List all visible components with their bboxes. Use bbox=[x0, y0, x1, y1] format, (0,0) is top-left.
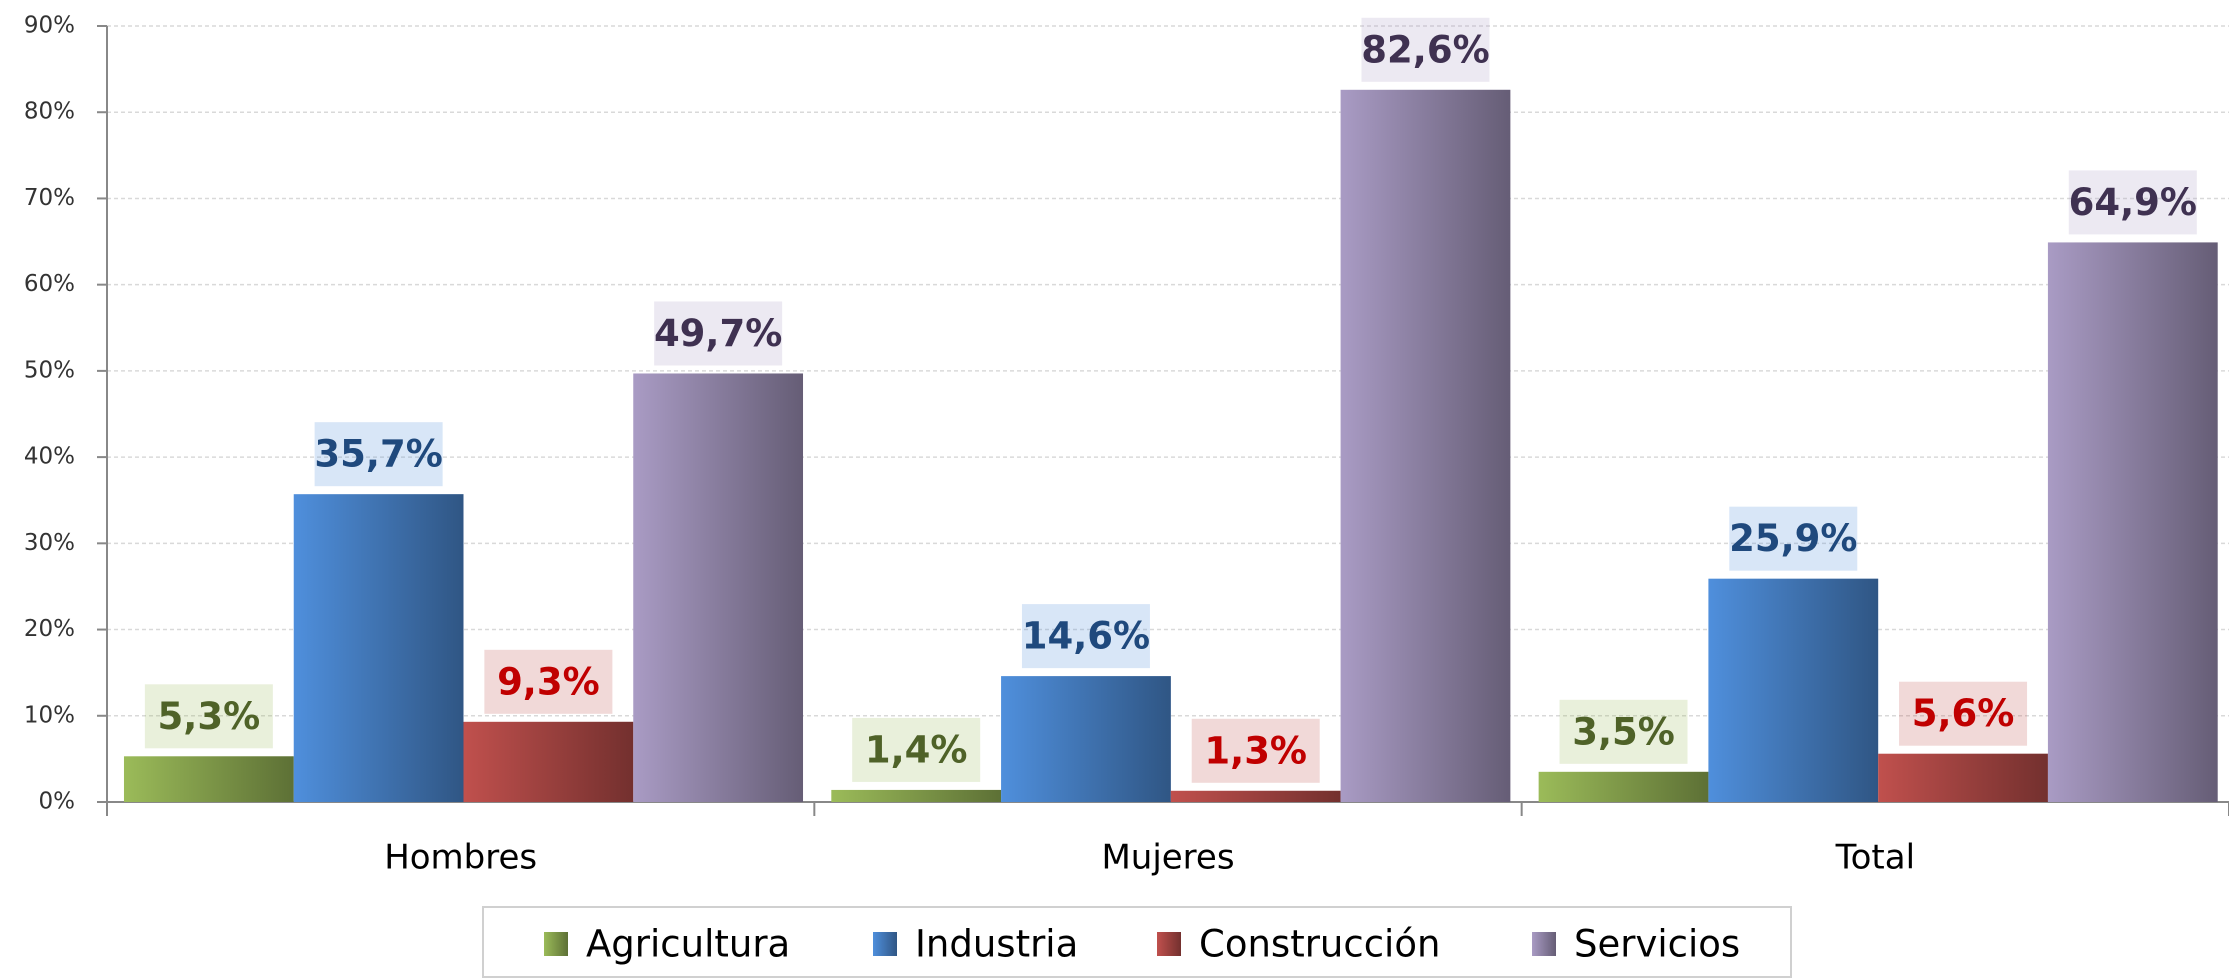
value-label: 64,9% bbox=[2069, 181, 2197, 224]
value-label: 14,6% bbox=[1022, 615, 1150, 658]
bar-shade bbox=[123, 756, 294, 802]
value-label-bg bbox=[1361, 17, 1490, 82]
value-label-bg bbox=[314, 422, 443, 487]
value-label-bg bbox=[654, 301, 783, 366]
value-label-bg bbox=[484, 649, 613, 714]
bar-shade bbox=[1001, 676, 1171, 802]
bar-shade bbox=[1708, 578, 1879, 802]
bar-shade bbox=[1538, 771, 1709, 802]
legend-label: Servicios bbox=[1574, 923, 1740, 966]
value-label-bg bbox=[1559, 699, 1688, 764]
value-label: 3,5% bbox=[1572, 710, 1675, 753]
value-label-bg bbox=[1021, 604, 1150, 669]
value-label: 5,6% bbox=[1912, 692, 2015, 735]
y-tick-label: 30% bbox=[24, 530, 75, 556]
value-label: 35,7% bbox=[314, 433, 442, 476]
value-label-bg bbox=[852, 717, 981, 782]
bar-shade bbox=[1878, 753, 2048, 802]
value-label: 49,7% bbox=[654, 312, 782, 355]
y-tick-label: 0% bbox=[39, 789, 76, 815]
value-label-bg bbox=[1899, 681, 2028, 746]
y-tick-label: 90% bbox=[24, 13, 75, 39]
legend-swatch-shade bbox=[873, 932, 897, 956]
legend-box bbox=[482, 906, 1792, 978]
value-label: 25,9% bbox=[1729, 517, 1857, 560]
value-label: 9,3% bbox=[497, 660, 600, 703]
value-label: 1,3% bbox=[1204, 729, 1307, 772]
bar-shade bbox=[1170, 790, 1341, 802]
legend-label: Industria bbox=[915, 923, 1078, 966]
value-label-bg bbox=[1191, 718, 1320, 783]
bar-shade bbox=[831, 789, 1002, 802]
value-label-bg bbox=[144, 684, 273, 749]
legend-swatch-shade bbox=[544, 932, 568, 956]
y-tick-label: 70% bbox=[24, 185, 75, 211]
legend-swatch-shade bbox=[1532, 932, 1556, 956]
x-tick-label: Hombres bbox=[384, 838, 537, 878]
y-tick-label: 60% bbox=[24, 271, 75, 297]
y-tick-label: 80% bbox=[24, 99, 75, 125]
value-label: 1,4% bbox=[865, 728, 968, 771]
value-label-bg bbox=[1729, 506, 1858, 571]
y-tick-label: 50% bbox=[24, 357, 75, 383]
x-tick-label: Total bbox=[1835, 838, 1915, 878]
value-label: 82,6% bbox=[1361, 28, 1489, 71]
x-tick-label: Mujeres bbox=[1101, 838, 1234, 878]
bar-shade bbox=[293, 494, 464, 802]
legend-swatch-shade bbox=[1157, 932, 1181, 956]
bar-shade bbox=[463, 721, 634, 802]
y-tick-label: 20% bbox=[24, 616, 75, 642]
bar-shade bbox=[1340, 89, 1511, 802]
y-tick-label: 10% bbox=[24, 702, 75, 728]
value-label-bg bbox=[2068, 170, 2197, 235]
legend-label: Construcción bbox=[1199, 923, 1440, 966]
y-tick-label: 40% bbox=[24, 444, 75, 470]
bar-shade bbox=[2047, 242, 2218, 802]
value-label: 5,3% bbox=[158, 695, 261, 738]
bar-shade bbox=[633, 373, 804, 802]
legend-label: Agricultura bbox=[586, 923, 790, 966]
